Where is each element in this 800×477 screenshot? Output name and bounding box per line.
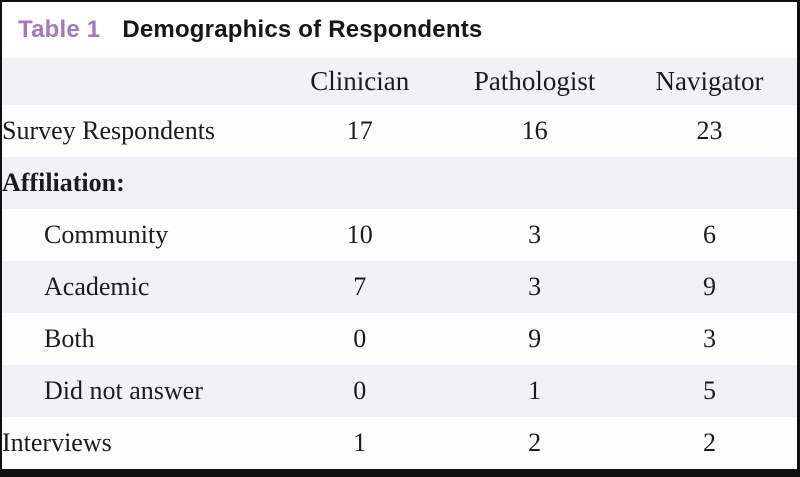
value-cell: 23 <box>696 116 723 145</box>
value-cell: 0 <box>353 324 367 353</box>
value-cell: 3 <box>528 272 542 301</box>
value-cell: 7 <box>353 272 367 301</box>
value-cell: 2 <box>703 428 717 457</box>
column-header: Navigator <box>655 66 764 96</box>
table-caption: Demographics of Respondents <box>122 16 483 43</box>
table-row: Community 10 3 6 <box>2 209 797 261</box>
row-label: Did not answer <box>44 376 203 405</box>
value-cell: 5 <box>703 376 717 405</box>
table-row: Academic 7 3 9 <box>2 261 797 313</box>
table-row: Interviews 1 2 2 <box>2 417 797 469</box>
value-cell: 9 <box>528 324 542 353</box>
value-cell: 2 <box>528 428 542 457</box>
row-label: Survey Respondents <box>2 116 216 145</box>
table-row: Did not answer 0 1 5 <box>2 365 797 417</box>
value-cell: 0 <box>353 376 367 405</box>
row-label: Academic <box>44 272 150 301</box>
value-cell: 17 <box>346 116 373 145</box>
value-cell <box>622 157 797 209</box>
row-label: Affiliation: <box>2 168 125 197</box>
value-cell: 10 <box>346 220 373 249</box>
column-header: Pathologist <box>473 66 596 96</box>
value-cell: 1 <box>353 428 367 457</box>
row-label: Interviews <box>2 428 112 457</box>
value-cell: 3 <box>703 324 717 353</box>
value-cell: 16 <box>521 116 548 145</box>
value-cell: 1 <box>528 376 542 405</box>
table-row: Affiliation: <box>2 157 797 209</box>
value-cell <box>447 157 622 209</box>
value-cell <box>272 157 447 209</box>
header-row: Clinician Pathologist Navigator <box>2 58 797 105</box>
value-cell: 9 <box>703 272 717 301</box>
column-header: Clinician <box>310 66 410 96</box>
table-number-label: Table 1 <box>18 16 101 43</box>
value-cell: 3 <box>528 220 542 249</box>
row-label: Both <box>44 324 95 353</box>
value-cell: 6 <box>703 220 717 249</box>
table-row: Both 0 9 3 <box>2 313 797 365</box>
table-title-bar: Table 1 Demographics of Respondents <box>2 2 797 58</box>
demographics-table: Clinician Pathologist Navigator Survey Res… <box>2 58 797 469</box>
table-row: Survey Respondents 17 16 23 <box>2 105 797 157</box>
column-header-empty <box>2 58 272 105</box>
row-label: Community <box>44 220 169 249</box>
